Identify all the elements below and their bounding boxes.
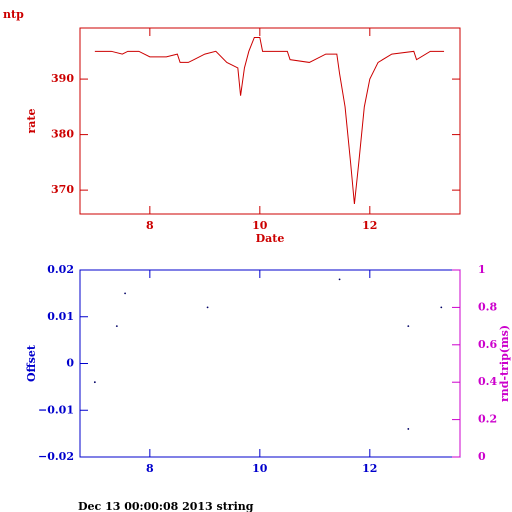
y2-tick-label: 0 (478, 450, 486, 463)
data-point (440, 306, 443, 309)
y-tick-label: 370 (51, 183, 74, 196)
y2-axis-label: rnd-trip(ms) (498, 325, 511, 402)
y-tick-label: 0.01 (47, 310, 74, 323)
y-tick-label: −0.02 (38, 450, 74, 463)
y2-tick-label: 1 (478, 263, 486, 276)
data-point (338, 278, 341, 281)
footer: Dec 13 00:00:08 2013 string (78, 500, 254, 512)
x-tick-label: 8 (146, 219, 154, 232)
y-tick-label: 380 (51, 128, 74, 141)
y2-tick-label: 0.2 (478, 413, 497, 426)
y2-tick-label: 0.4 (478, 375, 497, 388)
data-line (94, 36, 445, 205)
data-point (93, 381, 96, 384)
y-tick-label: 390 (51, 72, 74, 85)
x-tick-label: 12 (362, 219, 377, 232)
data-point (115, 325, 118, 327)
x-tick-label: 8 (146, 462, 154, 475)
x-tick-label: 10 (252, 462, 268, 475)
plot-frame (79, 269, 461, 458)
y2-tick-label: 0.8 (478, 300, 497, 313)
y-tick-label: −0.01 (38, 403, 74, 416)
chart-title: ntp (3, 8, 24, 21)
x-tick-label: 12 (362, 462, 377, 475)
x-axis-label: Date (256, 232, 285, 245)
y-axis-label: rate (25, 108, 38, 133)
data-point (407, 325, 410, 327)
y-tick-label: 0 (66, 357, 74, 370)
plot-frame (79, 27, 461, 215)
data-point (206, 306, 209, 309)
y2-tick-label: 0.6 (478, 338, 497, 351)
y-axis-label: Offset (25, 344, 38, 382)
data-point (407, 428, 410, 430)
y-tick-label: 0.02 (47, 263, 74, 276)
data-point (124, 292, 126, 295)
x-tick-label: 10 (252, 219, 268, 232)
